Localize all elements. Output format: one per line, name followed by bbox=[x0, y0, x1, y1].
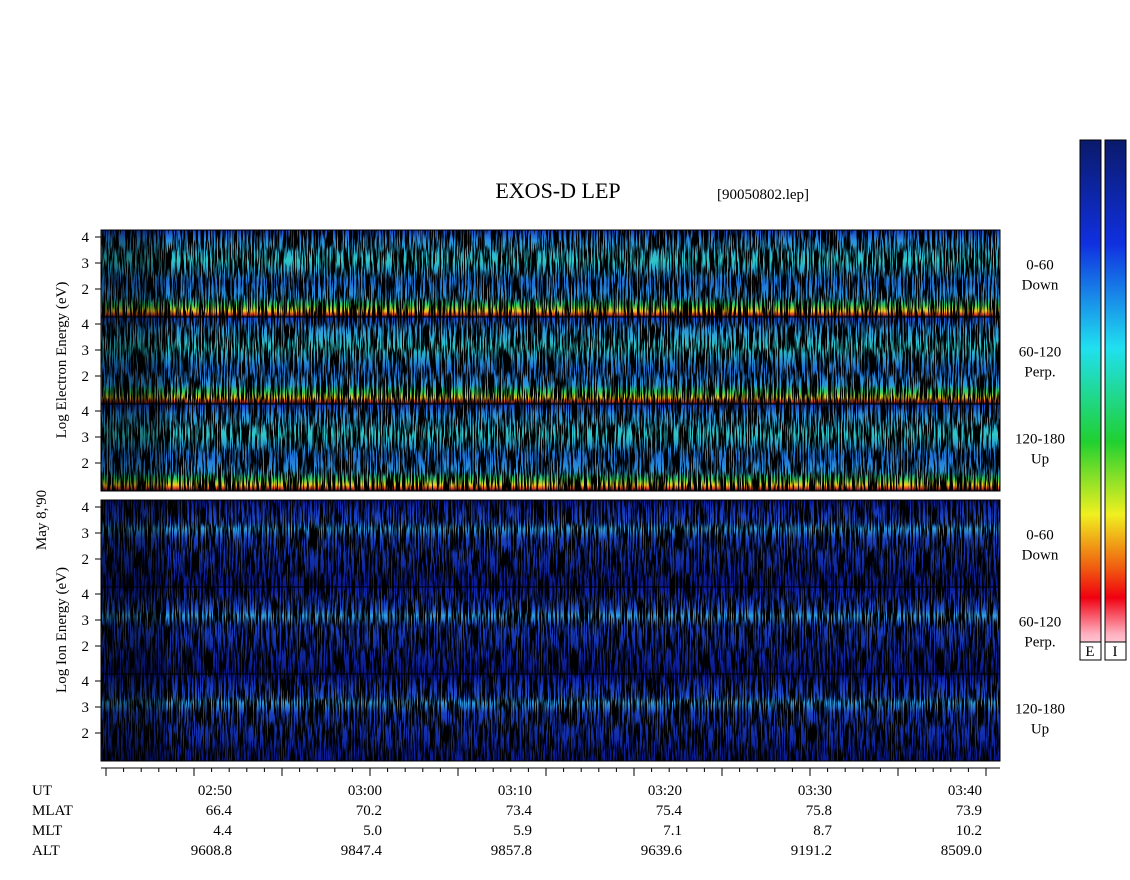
colorbar-box bbox=[1079, 641, 1102, 661]
orbit-value: 10.2 bbox=[956, 823, 982, 839]
row-label: UT bbox=[32, 783, 52, 799]
data-gap bbox=[101, 500, 166, 587]
orbit-value: 7.1 bbox=[663, 823, 682, 839]
spectrogram-noise bbox=[101, 404, 1000, 491]
data-gap bbox=[101, 404, 166, 491]
orbit-value: 9608.8 bbox=[191, 843, 232, 859]
time-label: 03:30 bbox=[798, 783, 832, 799]
orbit-value: 75.4 bbox=[656, 803, 683, 819]
time-label: 03:10 bbox=[498, 783, 532, 799]
file-label: [90050802.lep] bbox=[717, 187, 809, 203]
title: EXOS-D LEP bbox=[495, 178, 620, 203]
panel-direction: Perp. bbox=[1024, 365, 1055, 381]
y-tick-label: 3 bbox=[82, 343, 90, 359]
orbit-value: 9847.4 bbox=[341, 843, 383, 859]
panel-direction: Perp. bbox=[1024, 635, 1055, 651]
y-tick-label: 4 bbox=[82, 674, 90, 690]
y-tick-label: 4 bbox=[82, 404, 90, 420]
orbit-value: 73.9 bbox=[956, 803, 982, 819]
data-gap bbox=[101, 587, 166, 674]
orbit-value: 5.9 bbox=[513, 823, 532, 839]
panel-angle: 60-120 bbox=[1019, 615, 1062, 631]
y-tick-label: 4 bbox=[82, 230, 90, 246]
data-gap bbox=[101, 317, 166, 404]
row-label: MLAT bbox=[32, 803, 73, 819]
date-label: May 8,'90 bbox=[34, 490, 50, 550]
orbit-value: 66.4 bbox=[206, 803, 233, 819]
y-tick-label: 3 bbox=[82, 526, 90, 542]
orbit-value: 9857.8 bbox=[491, 843, 532, 859]
orbit-value: 73.4 bbox=[506, 803, 533, 819]
row-label: ALT bbox=[32, 843, 60, 859]
colorbar-i bbox=[1104, 139, 1127, 661]
orbit-value: 8.7 bbox=[813, 823, 832, 839]
panel-direction: Down bbox=[1022, 278, 1059, 294]
panel-direction: Up bbox=[1031, 452, 1049, 468]
time-label: 03:00 bbox=[348, 783, 382, 799]
data-gap bbox=[101, 674, 166, 761]
row-label: MLT bbox=[32, 823, 62, 839]
colorbar-label: I bbox=[1113, 644, 1118, 660]
y-tick-label: 2 bbox=[82, 726, 90, 742]
data-gap bbox=[101, 230, 166, 317]
y-tick-label: 3 bbox=[82, 256, 90, 272]
y-tick-label: 4 bbox=[82, 587, 90, 603]
colorbar-label: E bbox=[1085, 644, 1094, 660]
ion-axis-label: Log Ion Energy (eV) bbox=[54, 567, 70, 693]
spectrogram-noise bbox=[101, 500, 1000, 587]
spectrogram-noise bbox=[101, 230, 1000, 317]
colorbar-box bbox=[1104, 641, 1127, 661]
panel-angle: 0-60 bbox=[1026, 258, 1054, 274]
y-tick-label: 2 bbox=[82, 282, 90, 298]
spectrogram-noise bbox=[101, 317, 1000, 404]
panel-angle: 0-60 bbox=[1026, 528, 1054, 544]
panel-angle: 120-180 bbox=[1015, 432, 1065, 448]
y-tick-label: 3 bbox=[82, 430, 90, 446]
orbit-value: 4.4 bbox=[213, 823, 232, 839]
panel-direction: Down bbox=[1022, 548, 1059, 564]
time-label: 03:20 bbox=[648, 783, 682, 799]
orbit-value: 70.2 bbox=[356, 803, 382, 819]
y-tick-label: 4 bbox=[82, 317, 90, 333]
panel-frame bbox=[100, 403, 1001, 492]
spectrogram-noise bbox=[101, 587, 1000, 674]
y-tick-label: 2 bbox=[82, 456, 90, 472]
y-tick-label: 2 bbox=[82, 369, 90, 385]
y-tick-label: 2 bbox=[82, 552, 90, 568]
orbit-value: 5.0 bbox=[363, 823, 382, 839]
y-tick-label: 3 bbox=[82, 613, 90, 629]
y-tick-label: 3 bbox=[82, 700, 90, 716]
orbit-value: 9191.2 bbox=[791, 843, 832, 859]
time-label: 02:50 bbox=[198, 783, 232, 799]
y-tick-label: 2 bbox=[82, 639, 90, 655]
panel-angle: 120-180 bbox=[1015, 702, 1065, 718]
panel-frame bbox=[100, 673, 1001, 762]
spectrogram-noise bbox=[101, 674, 1000, 761]
orbit-value: 8509.0 bbox=[941, 843, 982, 859]
electron-axis-label: Log Electron Energy (eV) bbox=[54, 282, 70, 439]
orbit-value: 9639.6 bbox=[641, 843, 683, 859]
panel-angle: 60-120 bbox=[1019, 345, 1062, 361]
y-tick-label: 4 bbox=[82, 500, 90, 516]
time-label: 03:40 bbox=[948, 783, 982, 799]
orbit-value: 75.8 bbox=[806, 803, 832, 819]
panel-direction: Up bbox=[1031, 722, 1049, 738]
colorbar-e bbox=[1079, 139, 1102, 661]
